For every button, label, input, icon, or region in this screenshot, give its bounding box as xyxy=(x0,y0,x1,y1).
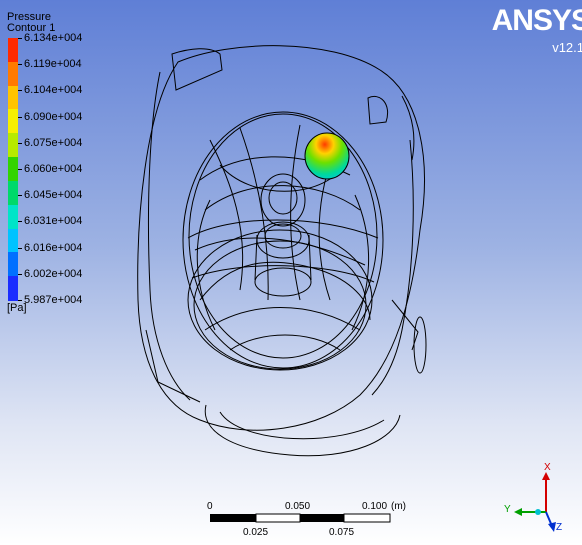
scale-label-0050: 0.050 xyxy=(285,501,311,512)
legend-tick-label: 6.031e+004 xyxy=(24,215,83,228)
legend-tick-mark xyxy=(18,142,22,144)
axis-z-label: Z xyxy=(556,522,563,533)
legend-tick-mark xyxy=(18,64,22,66)
colorbar-segment xyxy=(8,133,18,159)
pressure-colorbar xyxy=(8,38,18,301)
legend-tick-mark xyxy=(18,169,22,170)
legend-tick-label: 6.002e+004 xyxy=(24,267,83,280)
ansys-logo: ANSYS xyxy=(491,4,582,37)
colorbar-segment xyxy=(8,204,18,230)
legend-tick-mark xyxy=(18,38,22,39)
scale-label-0100: 0.100 xyxy=(362,501,388,512)
version-label: v12.1 xyxy=(552,40,582,55)
legend-subtitle: Contour 1 xyxy=(7,22,56,34)
scale-label-0075: 0.075 xyxy=(329,527,355,538)
legend-tick-mark xyxy=(18,273,22,275)
colorbar-segment xyxy=(8,85,18,111)
colorbar-segment xyxy=(8,157,18,182)
legend-tick-label: 6.134e+004 xyxy=(24,32,83,44)
colorbar-segment xyxy=(8,109,18,135)
axis-x-label: X xyxy=(544,462,551,473)
scale-unit: (m) xyxy=(391,501,406,512)
legend-tick-mark xyxy=(18,221,22,223)
axis-triad: X Y Z xyxy=(500,460,570,535)
legend-tick-label: 6.075e+004 xyxy=(24,136,83,149)
legend-tick-label: 5.987e+004 xyxy=(24,294,83,306)
pressure-contour-sphere xyxy=(304,132,350,180)
legend-tick-label: 6.045e+004 xyxy=(24,189,83,202)
legend-tick-label: 6.104e+004 xyxy=(24,84,83,97)
legend-tick-mark xyxy=(18,116,22,118)
scale-label-0025: 0.025 xyxy=(243,527,269,538)
legend-tick-mark xyxy=(18,195,22,197)
legend-tick-mark xyxy=(18,247,22,249)
legend-unit: [Pa] xyxy=(7,302,27,314)
scale-label-0: 0 xyxy=(207,501,213,512)
legend-tick-mark xyxy=(18,300,22,301)
colorbar-segment xyxy=(8,180,18,206)
colorbar-segment xyxy=(8,276,18,301)
axis-y-label: Y xyxy=(504,504,511,515)
colorbar-segment xyxy=(8,61,18,87)
legend-title: Pressure xyxy=(7,11,52,23)
colorbar-segment xyxy=(8,228,18,254)
legend-tick-mark xyxy=(18,90,22,92)
legend-tick-label: 6.060e+004 xyxy=(24,163,83,175)
colorbar-segment xyxy=(8,252,18,278)
legend-tick-label: 6.016e+004 xyxy=(24,241,83,254)
legend-tick-label: 6.090e+004 xyxy=(24,110,83,123)
colorbar-segment xyxy=(8,38,18,63)
legend-tick-label: 6.119e+004 xyxy=(24,58,82,71)
